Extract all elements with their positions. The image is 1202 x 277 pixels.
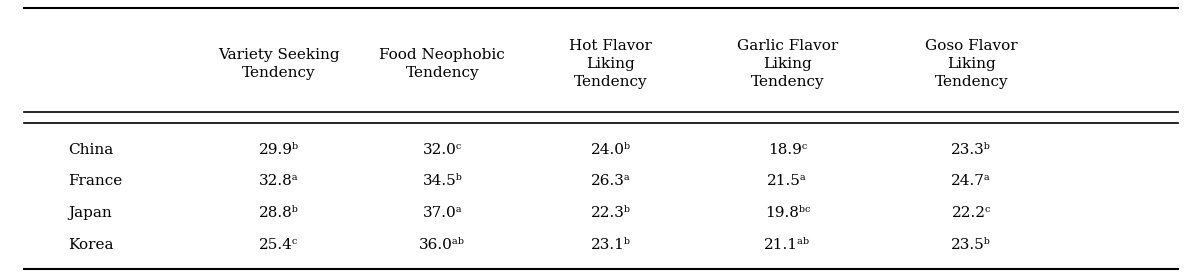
Text: Goso Flavor
Liking
Tendency: Goso Flavor Liking Tendency [924, 39, 1018, 89]
Text: 37.0ᵃ: 37.0ᵃ [422, 206, 463, 220]
Text: 26.3ᵃ: 26.3ᵃ [590, 175, 631, 188]
Text: France: France [69, 175, 123, 188]
Text: China: China [69, 143, 114, 157]
Text: 25.4ᶜ: 25.4ᶜ [260, 238, 298, 252]
Text: Garlic Flavor
Liking
Tendency: Garlic Flavor Liking Tendency [737, 39, 838, 89]
Text: 23.5ᵇ: 23.5ᵇ [951, 238, 992, 252]
Text: 23.3ᵇ: 23.3ᵇ [951, 143, 992, 157]
Text: 36.0ᵃᵇ: 36.0ᵃᵇ [419, 238, 465, 252]
Text: 19.8ᵇᶜ: 19.8ᵇᶜ [764, 206, 810, 220]
Text: 21.5ᵃ: 21.5ᵃ [767, 175, 808, 188]
Text: Japan: Japan [69, 206, 112, 220]
Text: 24.0ᵇ: 24.0ᵇ [590, 143, 631, 157]
Text: Variety Seeking
Tendency: Variety Seeking Tendency [218, 48, 340, 79]
Text: 21.1ᵃᵇ: 21.1ᵃᵇ [764, 238, 810, 252]
Text: 29.9ᵇ: 29.9ᵇ [258, 143, 299, 157]
Text: 23.1ᵇ: 23.1ᵇ [590, 238, 631, 252]
Text: Hot Flavor
Liking
Tendency: Hot Flavor Liking Tendency [570, 39, 651, 89]
Text: 34.5ᵇ: 34.5ᵇ [422, 175, 463, 188]
Text: 24.7ᵃ: 24.7ᵃ [951, 175, 992, 188]
Text: Food Neophobic
Tendency: Food Neophobic Tendency [380, 48, 505, 79]
Text: 22.2ᶜ: 22.2ᶜ [952, 206, 990, 220]
Text: 18.9ᶜ: 18.9ᶜ [768, 143, 807, 157]
Text: 28.8ᵇ: 28.8ᵇ [258, 206, 299, 220]
Text: 32.8ᵃ: 32.8ᵃ [258, 175, 299, 188]
Text: 32.0ᶜ: 32.0ᶜ [423, 143, 462, 157]
Text: 22.3ᵇ: 22.3ᵇ [590, 206, 631, 220]
Text: Korea: Korea [69, 238, 114, 252]
